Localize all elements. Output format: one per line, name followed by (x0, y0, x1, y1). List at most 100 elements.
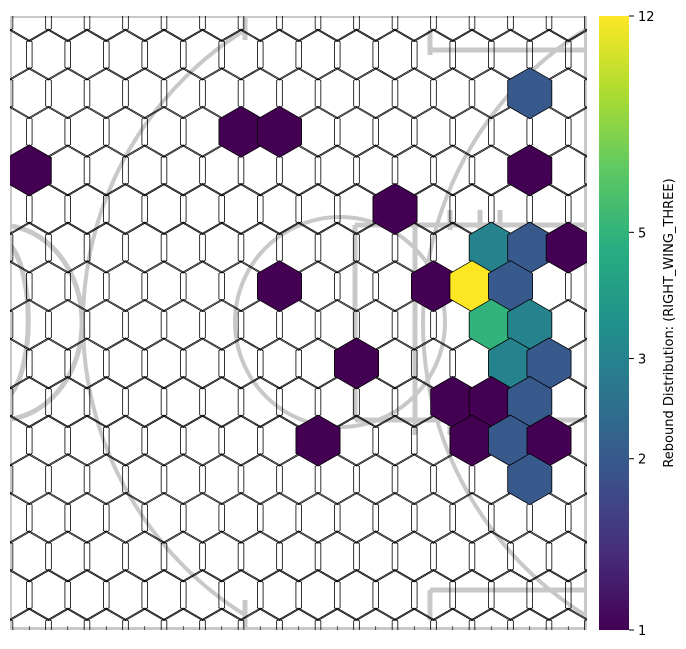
hexbin-cell (218, 183, 264, 235)
hexbin-cell (160, 67, 206, 120)
hexbin-cell (160, 298, 206, 351)
hexbin-cell (10, 28, 33, 81)
colorbar-tick-label: 3 (638, 353, 646, 368)
hexbin-cell (411, 491, 456, 544)
hexbin-cell-filled (10, 144, 52, 197)
hexbin-cell (64, 337, 110, 390)
hexbin-cell (372, 491, 418, 544)
hexbin-cell (411, 105, 456, 158)
court-line (420, 28, 587, 617)
hexbin-cell (83, 16, 129, 42)
hexbin-cell (565, 260, 587, 312)
hexbin-cell (141, 337, 187, 390)
hexbin-cell (45, 221, 91, 274)
hexbin-cell (353, 221, 399, 274)
hexbin-cell (160, 453, 206, 506)
colorbar-tick-label: 2 (638, 453, 646, 468)
hexbin-cell (10, 387, 14, 417)
hexbin-cell (584, 78, 587, 108)
hexbin-cell (122, 16, 168, 42)
hexbin-cell (295, 28, 341, 81)
hexbin-cell (122, 144, 168, 197)
hexbin-cell (257, 491, 302, 544)
hexbin-cell (488, 569, 533, 621)
hexbin-cell (103, 414, 148, 467)
hexbin-cell (295, 183, 341, 235)
hexbin-cell (180, 183, 225, 235)
hexbin-cell (391, 298, 437, 351)
hexbin-cell (218, 28, 264, 81)
hexbin-cell (141, 491, 187, 544)
hexbin-cell-filled (545, 221, 587, 274)
colorbar-tick-label: 5 (638, 226, 646, 241)
hexbin-cell (545, 16, 587, 42)
hexbin-cell-filled (411, 260, 456, 313)
hexbin-cell (26, 183, 71, 235)
hexbin-cell (160, 607, 206, 630)
hexbin-cell (45, 67, 91, 120)
hexbin-cell (411, 28, 456, 81)
hexbin-cell (10, 464, 14, 495)
hexbin-cell (468, 607, 514, 630)
hexbin-cell (314, 67, 360, 120)
hexbin-cell (526, 569, 572, 621)
hexbin-cell (10, 221, 52, 274)
hexbin-cell (372, 28, 418, 81)
hexbin-cell (199, 144, 245, 197)
hexbin-cell (353, 530, 399, 583)
plot-area (10, 16, 587, 630)
hexbin-cell (199, 453, 245, 506)
hexbin-cell (64, 105, 110, 158)
hexbin-cell (180, 569, 225, 621)
hexbin-cell (26, 569, 71, 621)
hexbin-cell (257, 414, 302, 467)
hexbin-cell (314, 144, 360, 197)
hexbin-cell (391, 453, 437, 506)
hexbin-cell (26, 260, 71, 313)
hexbin-cell (218, 569, 264, 621)
hexbin-cell (468, 144, 514, 197)
hexbin-cell (237, 144, 283, 197)
hexbin-cell (83, 298, 129, 351)
hexbin-cell (199, 607, 245, 630)
hexbin-cell-filled (372, 183, 418, 235)
hexbin-cell (180, 337, 225, 390)
hexbin-cell (10, 541, 14, 572)
hexbin-cell (103, 105, 148, 158)
hexbin-cell (507, 16, 553, 42)
hexbin-cell (103, 337, 148, 390)
hexbin-cell (160, 16, 206, 42)
hexbin-cell (10, 232, 14, 263)
hexbin-cell-filled (507, 67, 553, 120)
hex-grid (10, 16, 587, 630)
hexbin-cell (10, 337, 33, 390)
hexbin-cell (26, 414, 71, 467)
hexbin-cell (334, 105, 379, 158)
hexbin-cell (10, 105, 33, 158)
hexbin-cell (10, 376, 52, 428)
hexbin-cell (64, 260, 110, 313)
hexbin-cell (103, 569, 148, 621)
hexbin-cell (430, 607, 476, 630)
hexbin-cell (180, 260, 225, 313)
hexbin-cell (372, 105, 418, 158)
hexbin-cell (45, 298, 91, 351)
hexbin-cell (10, 618, 14, 630)
hexbin-cell (314, 221, 360, 274)
hexbin-cell (584, 541, 587, 571)
hexbin-cell-filled (257, 105, 302, 158)
hexbin-cell (237, 376, 283, 428)
hexbin-cell (430, 16, 476, 42)
hexbin-cell-filled (334, 337, 379, 390)
hexbin-cell (10, 607, 52, 630)
hexbin-cell (199, 376, 245, 428)
hexbin-cell (122, 453, 168, 506)
hexbin-cell (584, 387, 587, 417)
hexbin-cell (276, 530, 322, 583)
hexbin-cell (10, 453, 52, 506)
hexbin-cell (10, 530, 52, 583)
court-line (80, 28, 247, 617)
hexbin-cell (449, 569, 495, 621)
hexbin-cell (103, 491, 148, 544)
